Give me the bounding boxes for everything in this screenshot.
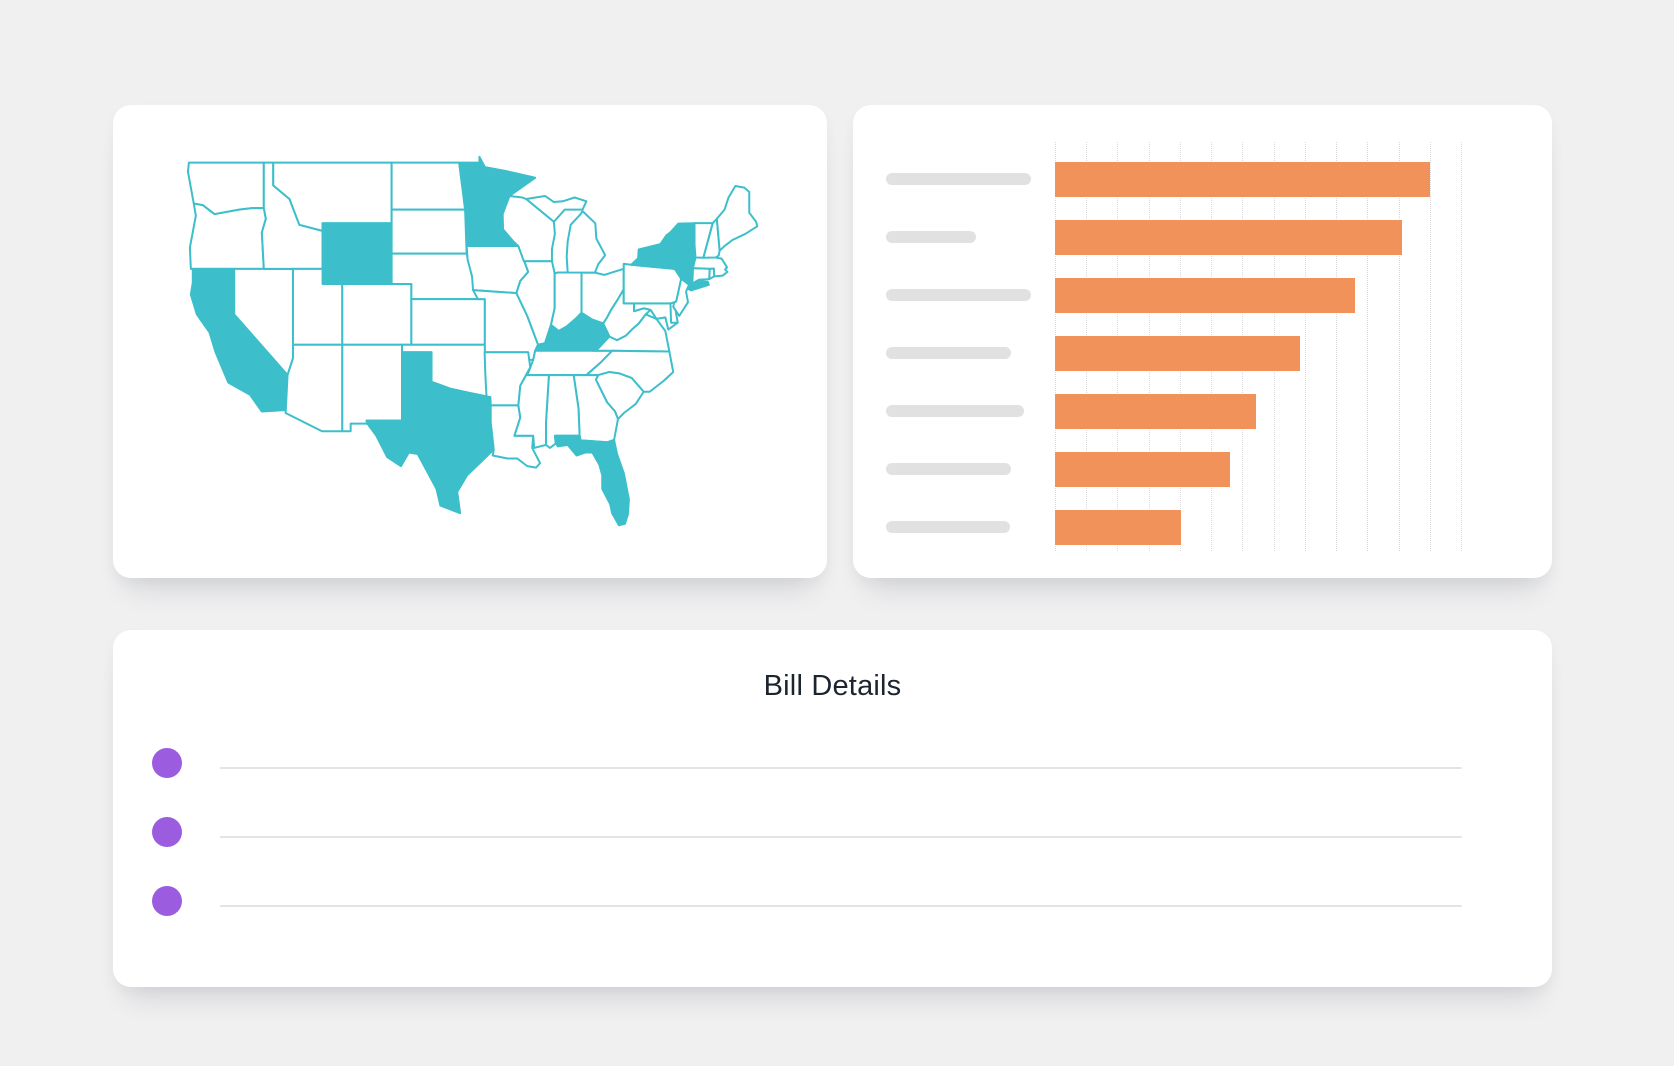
horizontal-bar-chart [853,105,1552,578]
chart-gridline [1460,142,1462,551]
bill-bullet-icon [152,886,182,916]
skeleton-label-pill [886,463,1011,475]
state-wyoming[interactable] [323,223,392,284]
chart-gridline [1336,142,1338,551]
skeleton-label-pill [886,347,1011,359]
state-pennsylvania[interactable] [624,264,681,304]
skeleton-label-pill [886,405,1024,417]
state-vermont[interactable] [695,223,713,258]
chart-bar[interactable] [1055,219,1402,255]
state-kansas[interactable] [411,299,484,345]
state-florida[interactable] [555,436,629,526]
chart-gridline [1398,142,1400,551]
state-arizona[interactable] [286,345,343,432]
state-michigan[interactable] [526,196,586,222]
bill-placeholder-line [220,767,1462,769]
bill-details-card: Bill Details [113,630,1552,987]
state-south-dakota[interactable] [392,210,467,254]
state-michigan[interactable] [567,211,605,272]
state-oregon[interactable] [190,204,266,269]
chart-bar[interactable] [1055,393,1256,429]
skeleton-label-pill [886,521,1010,533]
bill-bullet-icon [152,748,182,778]
us-states-map-icon [180,155,760,529]
us-map-wrapper [180,155,760,529]
chart-bar[interactable] [1055,509,1181,545]
state-maine[interactable] [717,186,757,251]
chart-bar[interactable] [1055,277,1355,313]
state-texas[interactable] [366,352,493,513]
skeleton-label-pill [886,289,1031,301]
state-new-mexico[interactable] [342,345,402,432]
us-map-card [113,105,827,578]
bill-placeholder-line [220,905,1462,907]
skeleton-label-pill [886,173,1031,185]
bill-details-list [113,630,1552,987]
bar-chart-card [853,105,1552,578]
bill-placeholder-line [220,836,1462,838]
chart-bar[interactable] [1055,335,1300,371]
chart-gridline [1304,142,1306,551]
state-mississippi[interactable] [514,367,548,447]
chart-gridline [1367,142,1369,551]
chart-bar[interactable] [1055,161,1430,197]
state-north-dakota[interactable] [392,163,465,210]
bill-bullet-icon [152,817,182,847]
bill-details-title: Bill Details [763,670,902,702]
skeleton-label-pill [886,231,976,243]
chart-gridline [1429,142,1431,551]
chart-bar[interactable] [1055,451,1230,487]
state-colorado[interactable] [342,284,411,345]
